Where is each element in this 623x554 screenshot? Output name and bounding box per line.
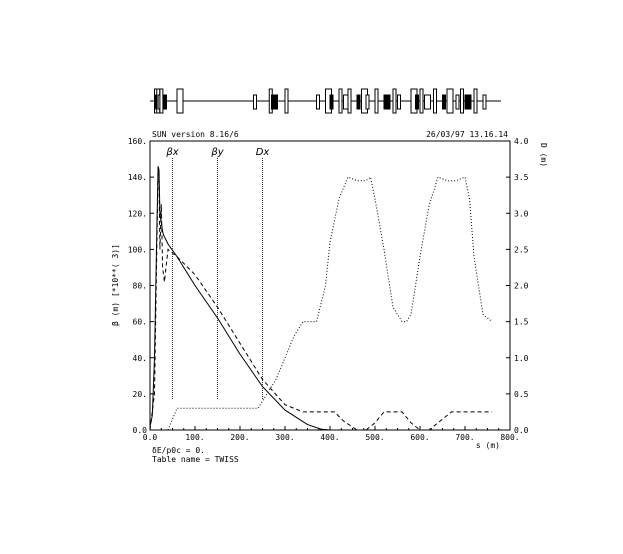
y-right-tick-label: 0.5 xyxy=(514,390,529,399)
lattice-element xyxy=(383,94,391,110)
y-left-tick-label: 140. xyxy=(128,173,147,182)
lattice-element xyxy=(464,94,472,110)
footer-table-name: Table name = TWISS xyxy=(152,455,239,464)
lattice-element xyxy=(397,94,401,110)
lattice-element xyxy=(482,94,487,110)
lattice-element xyxy=(271,94,278,110)
lattice-element xyxy=(347,88,352,114)
y-left-tick-label: 0.0 xyxy=(133,426,148,435)
y-right-tick-label: 2.5 xyxy=(514,245,529,254)
y-right-tick-label: 1.5 xyxy=(514,318,529,327)
series-group xyxy=(149,166,493,431)
lattice-element xyxy=(455,94,460,110)
x-axis-title: s (m) xyxy=(476,441,500,450)
lattice-element xyxy=(433,88,437,114)
lattice-element xyxy=(253,94,257,110)
x-tick-label: 700. xyxy=(455,433,474,442)
y-axis-left: 0.0 20. 40. 60. 80. 100. 120. 140. 160. xyxy=(128,137,154,435)
lattice-element xyxy=(419,88,424,114)
lattice-element xyxy=(374,88,379,114)
lattice-element-bar xyxy=(150,88,501,114)
series-Dx xyxy=(150,176,493,431)
curve-label: βy xyxy=(210,147,224,158)
x-tick-label: 800. xyxy=(500,433,519,442)
x-tick-label: 0.0 xyxy=(143,433,158,442)
curve-label: βx xyxy=(165,147,178,158)
lattice-element xyxy=(338,88,343,114)
y-axis-right: 0.0 0.5 1.0 1.5 2.0 2.5 3.0 3.5 4.0 xyxy=(506,137,529,435)
x-tick-label: 100. xyxy=(185,433,204,442)
lattice-element xyxy=(365,94,370,110)
y-left-tick-label: 100. xyxy=(128,245,147,254)
header-date: 26/03/97 13.16.14 xyxy=(426,130,508,139)
lattice-element xyxy=(329,94,334,110)
y-left-tick-label: 80. xyxy=(133,282,147,291)
x-tick-label: 600. xyxy=(410,433,429,442)
y-left-tick-label: 120. xyxy=(128,209,147,218)
y-left-tick-label: 60. xyxy=(133,318,147,327)
y-right-tick-label: 1.0 xyxy=(514,354,529,363)
y-left-tick-label: 40. xyxy=(133,354,147,363)
curve-label: Dx xyxy=(256,147,270,158)
header-version: SUN version 8.16/6 xyxy=(152,130,239,139)
footer-delta: δE/p0c = 0. xyxy=(152,446,205,455)
x-axis: 0.0 100. 200. 300. 400. 500. 600. 700. 800. xyxy=(143,426,520,442)
lattice-element xyxy=(159,88,164,114)
curve-labels: βx βy Dx xyxy=(165,147,269,400)
x-tick-label: 300. xyxy=(275,433,294,442)
lattice-element xyxy=(392,88,397,114)
x-tick-label: 500. xyxy=(365,433,384,442)
lattice-element xyxy=(163,94,167,110)
y-right-tick-label: 2.0 xyxy=(514,282,529,291)
x-tick-label: 400. xyxy=(320,433,339,442)
plot-frame xyxy=(149,140,511,431)
y-right-tick-label: 4.0 xyxy=(514,137,529,146)
lattice-element xyxy=(356,94,361,110)
lattice-element xyxy=(176,88,184,114)
series-βx xyxy=(149,166,331,431)
lattice-element xyxy=(284,88,289,114)
lattice-element xyxy=(446,88,454,114)
lattice-element xyxy=(473,88,478,114)
lattice-element xyxy=(316,94,320,110)
lattice-element xyxy=(442,94,446,110)
lattice-element xyxy=(415,94,419,110)
y-axis-left-title: β (m) [*10**( 3)] xyxy=(111,244,120,326)
y-axis-right-title: D (m) xyxy=(539,143,548,167)
lattice-element xyxy=(424,94,431,110)
lattice-element xyxy=(460,88,464,114)
series-βy xyxy=(149,168,492,431)
y-left-tick-label: 160. xyxy=(128,137,147,146)
y-right-tick-label: 3.5 xyxy=(514,173,529,182)
y-left-tick-label: 20. xyxy=(133,390,147,399)
x-tick-label: 200. xyxy=(230,433,249,442)
y-right-tick-label: 3.0 xyxy=(514,209,529,218)
y-right-tick-label: 0.0 xyxy=(514,426,529,435)
